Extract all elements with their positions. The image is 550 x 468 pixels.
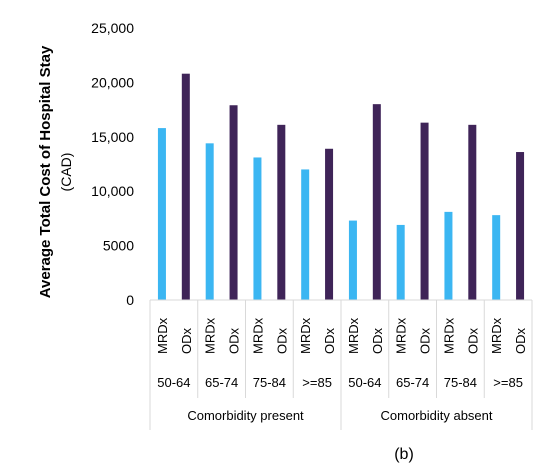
x-tick-label: MRDx: [250, 317, 265, 354]
x-tick-label: MRDx: [489, 317, 504, 354]
bar-odx: [468, 124, 477, 300]
bar-odx: [420, 122, 429, 300]
figure-caption: (b): [394, 446, 414, 463]
age-group-label: 75-84: [253, 375, 286, 390]
y-tick-label: 5000: [103, 238, 134, 254]
x-tick-label: ODx: [418, 328, 433, 355]
y-axis-ticks: 0 5000 10,000 15,000 20,000 25,000: [91, 20, 134, 308]
x-tick-label: ODx: [465, 328, 480, 355]
super-group-label: Comorbidity absent: [381, 408, 493, 423]
bars: [157, 73, 525, 300]
bar-odx: [181, 73, 190, 300]
x-tick-label: ODx: [513, 328, 528, 355]
age-group-label: 50-64: [157, 375, 190, 390]
y-tick-label: 25,000: [91, 20, 134, 36]
bar-mrdx: [492, 215, 501, 300]
y-tick-label: 0: [126, 292, 134, 308]
y-axis-title-main: Average Total Cost of Hospital Stay: [37, 45, 54, 298]
x-tick-label: ODx: [322, 328, 337, 355]
bar-odx: [372, 104, 381, 300]
bar-mrdx: [205, 143, 214, 300]
x-tick-label: MRDx: [441, 317, 456, 354]
x-tick-label: MRDx: [298, 317, 313, 354]
age-group-label: 65-74: [205, 375, 238, 390]
x-tick-label: ODx: [274, 328, 289, 355]
x-axis: MRDx ODx MRDx ODx MRDx ODx MRDx ODx MRDx ODx MRDx O…: [149, 299, 533, 430]
y-tick-label: 15,000: [91, 129, 134, 145]
bar-mrdx: [157, 128, 166, 300]
bar-odx: [277, 124, 286, 300]
y-axis-title: Average Total Cost of Hospital Stay (CAD…: [37, 45, 74, 298]
x-tick-label: ODx: [179, 328, 194, 355]
y-tick-label: 20,000: [91, 74, 134, 90]
bar-odx: [229, 105, 238, 300]
x-tick-label: MRDx: [346, 317, 361, 354]
bar-mrdx: [301, 169, 310, 300]
x-tick-label: MRDx: [155, 317, 170, 354]
bar-mrdx: [444, 211, 453, 300]
x-tick-label: ODx: [227, 328, 242, 355]
x-tick-label: MRDx: [203, 317, 218, 354]
bar-mrdx: [396, 224, 405, 300]
bar-mrdx: [348, 220, 357, 300]
bar-mrdx: [253, 157, 262, 300]
age-group-label: 65-74: [396, 375, 429, 390]
x-tick-label: MRDx: [394, 317, 409, 354]
bar-odx: [325, 148, 334, 300]
super-group-label: Comorbidity present: [187, 408, 304, 423]
y-tick-label: 10,000: [91, 183, 134, 199]
bar-odx: [516, 152, 525, 300]
y-axis-title-unit: (CAD): [58, 153, 74, 192]
x-tick-label: ODx: [370, 328, 385, 355]
age-group-label: >=85: [302, 375, 332, 390]
age-group-label: >=85: [493, 375, 523, 390]
age-group-label: 50-64: [348, 375, 381, 390]
age-group-label: 75-84: [444, 375, 477, 390]
